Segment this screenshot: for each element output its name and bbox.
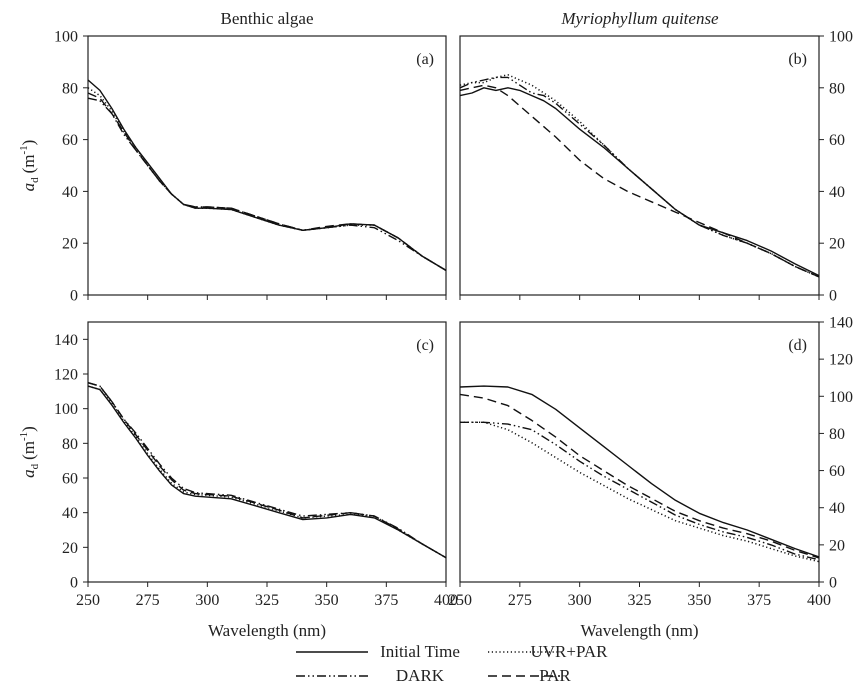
y-tick-label: 60 bbox=[829, 463, 845, 480]
y-tick-label: 20 bbox=[62, 236, 78, 253]
y-tick-label: 60 bbox=[829, 132, 845, 149]
panel-b: 0 20 40 60 80 100 (b) bbox=[459, 29, 853, 305]
y-tick-label: 100 bbox=[54, 29, 78, 46]
y-tick-label: 40 bbox=[829, 500, 845, 517]
legend: Initial Time UVR+PAR DARK PAR bbox=[296, 642, 608, 685]
y-tick-label: 100 bbox=[54, 401, 78, 418]
series-line-initial-time bbox=[459, 385, 820, 558]
legend-label-initial-time: Initial Time bbox=[380, 642, 460, 661]
panel-label: (d) bbox=[788, 337, 807, 354]
series-line-uvr-par bbox=[87, 385, 447, 559]
legend-label-uvr-par: UVR+PAR bbox=[531, 642, 609, 661]
x-tick-label: 275 bbox=[508, 592, 532, 609]
y-tick-label: 40 bbox=[62, 184, 78, 201]
series-line-initial-time bbox=[87, 385, 447, 559]
series-line-par bbox=[459, 84, 820, 278]
panel-label: (c) bbox=[416, 337, 434, 354]
x-axis-title: Wavelength (nm) bbox=[580, 621, 698, 640]
y-axis-title: ad(m-1) bbox=[18, 140, 41, 192]
x-tick-label: 325 bbox=[628, 592, 652, 609]
y-tick-label: 20 bbox=[62, 540, 78, 557]
y-axis-title: ad(m-1) bbox=[18, 426, 41, 478]
x-tick-label: 275 bbox=[136, 592, 160, 609]
x-tick-label: 400 bbox=[434, 592, 458, 609]
y-tick-label: 100 bbox=[829, 29, 853, 46]
column-title-benthic-algae: Benthic algae bbox=[221, 9, 314, 28]
y-tick-label: 80 bbox=[62, 80, 78, 97]
series-line-par bbox=[87, 92, 447, 272]
plot-frame bbox=[87, 321, 447, 583]
series-line-dark bbox=[460, 421, 820, 561]
panel-d: 0 20 40 60 80 100 120 140 250 275 300 325 350 375 400 (… bbox=[448, 315, 853, 610]
panel-label: (b) bbox=[788, 51, 807, 68]
y-tick-label: 140 bbox=[54, 332, 78, 349]
x-tick-label: 250 bbox=[448, 592, 472, 609]
y-tick-label: 40 bbox=[829, 184, 845, 201]
legend-label-par: PAR bbox=[539, 666, 571, 685]
y-tick-label: 40 bbox=[62, 505, 78, 522]
series-line-par bbox=[87, 382, 447, 559]
x-tick-label: 250 bbox=[76, 592, 100, 609]
panel-a: 0 20 40 60 80 100 (a) bbox=[54, 29, 447, 305]
y-tick-label: 0 bbox=[829, 288, 837, 305]
series-line-initial-time bbox=[87, 79, 447, 272]
x-tick-label: 300 bbox=[568, 592, 592, 609]
y-tick-label: 60 bbox=[62, 471, 78, 488]
y-tick-label: 120 bbox=[829, 352, 853, 369]
y-tick-label: 120 bbox=[54, 367, 78, 384]
series-line-dark bbox=[87, 97, 447, 272]
x-tick-label: 325 bbox=[255, 592, 279, 609]
panel-label: (a) bbox=[416, 51, 434, 68]
y-tick-label: 20 bbox=[829, 537, 845, 554]
series-line-uvr-par bbox=[459, 74, 820, 278]
x-tick-label: 375 bbox=[747, 592, 771, 609]
y-tick-label: 0 bbox=[70, 288, 78, 305]
x-tick-label: 375 bbox=[374, 592, 398, 609]
y-tick-label: 80 bbox=[829, 80, 845, 97]
series-line-uvr-par bbox=[87, 87, 447, 272]
y-tick-label: 0 bbox=[70, 575, 78, 592]
y-tick-label: 0 bbox=[829, 575, 837, 592]
panel-c: 0 20 40 60 80 100 120 140 250 275 300 325 350 375 400 (… bbox=[54, 321, 458, 609]
series-line-dark bbox=[459, 76, 820, 278]
plot-frame bbox=[87, 35, 447, 296]
y-tick-label: 80 bbox=[62, 436, 78, 453]
x-tick-label: 350 bbox=[315, 592, 339, 609]
series-line-uvr-par bbox=[460, 421, 820, 563]
x-tick-label: 350 bbox=[687, 592, 711, 609]
x-axis-title: Wavelength (nm) bbox=[208, 621, 326, 640]
x-tick-label: 400 bbox=[807, 592, 831, 609]
y-tick-label: 140 bbox=[829, 315, 853, 332]
y-tick-label: 80 bbox=[829, 426, 845, 443]
column-title-myriophyllum-quitense: Myriophyllum quitense bbox=[560, 9, 719, 28]
y-tick-label: 100 bbox=[829, 389, 853, 406]
legend-label-dark: DARK bbox=[396, 666, 445, 685]
y-tick-label: 60 bbox=[62, 132, 78, 149]
y-tick-label: 20 bbox=[829, 236, 845, 253]
series-line-initial-time bbox=[459, 87, 820, 277]
series-line-dark bbox=[87, 382, 447, 559]
plot-frame bbox=[459, 321, 820, 583]
series-line-par bbox=[459, 393, 820, 559]
x-tick-label: 300 bbox=[195, 592, 219, 609]
plot-frame bbox=[459, 35, 820, 296]
